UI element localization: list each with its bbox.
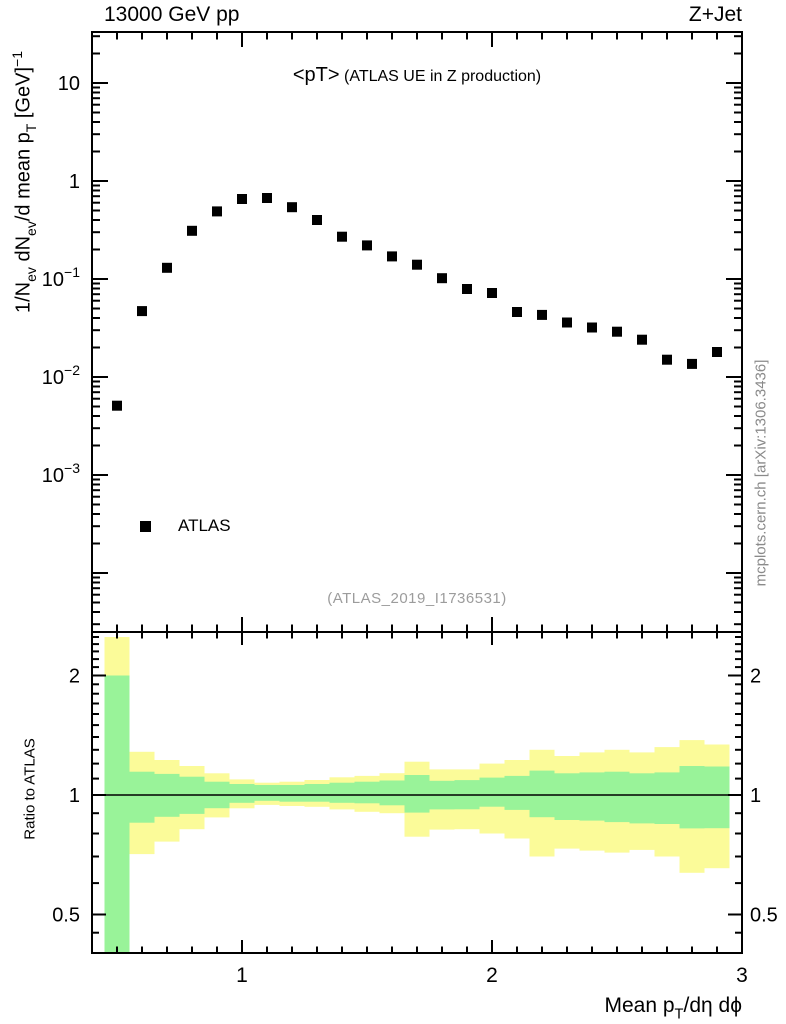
data-point bbox=[237, 194, 247, 204]
x-tick-label: 1 bbox=[236, 964, 248, 987]
plot-title-main: <pT> bbox=[292, 64, 340, 86]
data-point bbox=[437, 273, 447, 284]
tick-labels: 10 1 10−1 10−2 10−3 2 2 1 1 0.5 0.5 1 2 3 bbox=[42, 73, 778, 987]
legend: ATLAS bbox=[140, 516, 231, 536]
y-axis-label-main: 1/Nev dNev/d mean pT [GeV]−1 bbox=[9, 50, 39, 314]
data-point bbox=[112, 400, 122, 411]
data-point bbox=[162, 262, 172, 273]
green-band-bin bbox=[679, 766, 705, 829]
data-point bbox=[562, 317, 572, 328]
plot-title-sub: (ATLAS UE in Z production) bbox=[344, 68, 542, 85]
data-point bbox=[612, 326, 622, 337]
main-frame bbox=[91, 31, 743, 633]
y-main-tick-label: 1 bbox=[69, 171, 80, 193]
analysis-watermark: (ATLAS_2019_I1736531) bbox=[327, 590, 507, 607]
legend-label: ATLAS bbox=[178, 516, 231, 535]
data-point bbox=[712, 347, 722, 357]
green-band-bin bbox=[229, 784, 255, 803]
data-point bbox=[637, 334, 647, 345]
y-ratio-tick-label-right: 2 bbox=[750, 665, 761, 687]
y-axis-label-ratio: Ratio to ATLAS bbox=[21, 738, 39, 840]
data-point bbox=[212, 206, 222, 217]
data-point bbox=[662, 354, 672, 365]
ratio-green-band bbox=[104, 675, 730, 953]
y-ratio-tick-label-right: 0.5 bbox=[750, 905, 778, 927]
y-ratio-tick-label-left: 2 bbox=[69, 665, 80, 687]
green-band-bin bbox=[579, 772, 605, 821]
y-ratio-tick-label-left: 1 bbox=[69, 785, 80, 807]
data-point bbox=[262, 193, 272, 203]
green-band-bin bbox=[704, 766, 730, 829]
green-band-bin bbox=[254, 785, 280, 801]
data-point bbox=[187, 225, 197, 236]
filled-square-icon bbox=[140, 520, 151, 532]
data-point bbox=[687, 358, 697, 369]
green-band-bin bbox=[654, 772, 680, 824]
data-point bbox=[287, 202, 297, 213]
data-point bbox=[337, 231, 347, 242]
axis-ticks bbox=[92, 32, 743, 953]
header-process: Z+Jet bbox=[688, 3, 742, 26]
data-point bbox=[362, 240, 372, 251]
y-main-tick-label: 10−3 bbox=[42, 460, 80, 487]
y-ratio-tick-label-right: 1 bbox=[750, 785, 761, 807]
data-point bbox=[412, 259, 422, 270]
y-ratio-tick-label-left: 0.5 bbox=[52, 905, 80, 927]
green-band-bin bbox=[629, 773, 655, 824]
header-energy: 13000 GeV pp bbox=[104, 3, 240, 26]
data-point bbox=[587, 322, 597, 333]
data-point bbox=[387, 251, 397, 262]
green-band-bin bbox=[379, 780, 405, 806]
green-band-bin bbox=[504, 775, 530, 810]
data-point bbox=[462, 284, 472, 294]
data-point bbox=[487, 288, 497, 298]
y-main-tick-label: 10−2 bbox=[42, 362, 80, 389]
green-band-bin bbox=[529, 770, 555, 818]
x-axis-label: Mean pT/dη dϕ bbox=[604, 994, 743, 1023]
green-band-bin bbox=[604, 771, 630, 823]
green-band-bin bbox=[104, 675, 130, 953]
y-main-tick-label: 10 bbox=[58, 73, 80, 95]
green-band-bin bbox=[279, 785, 305, 802]
green-band-bin bbox=[554, 773, 580, 820]
green-band-bin bbox=[354, 781, 380, 804]
data-point bbox=[537, 309, 547, 320]
green-band-bin bbox=[329, 782, 355, 803]
data-point bbox=[137, 306, 147, 317]
data-point bbox=[312, 215, 322, 225]
y-main-tick-label: 10−1 bbox=[42, 264, 80, 291]
data-points bbox=[112, 193, 722, 411]
x-tick-label: 3 bbox=[736, 964, 748, 987]
data-point bbox=[512, 307, 522, 317]
mcplots-credit: mcplots.cern.ch [arXiv:1306.3436] bbox=[752, 359, 770, 587]
green-band-bin bbox=[304, 784, 330, 802]
x-tick-label: 2 bbox=[486, 964, 498, 987]
green-band-bin bbox=[479, 777, 505, 807]
plot-title: <pT> (ATLAS UE in Z production) bbox=[92, 64, 742, 87]
green-band-bin bbox=[129, 771, 155, 823]
green-band-bin bbox=[404, 775, 430, 813]
